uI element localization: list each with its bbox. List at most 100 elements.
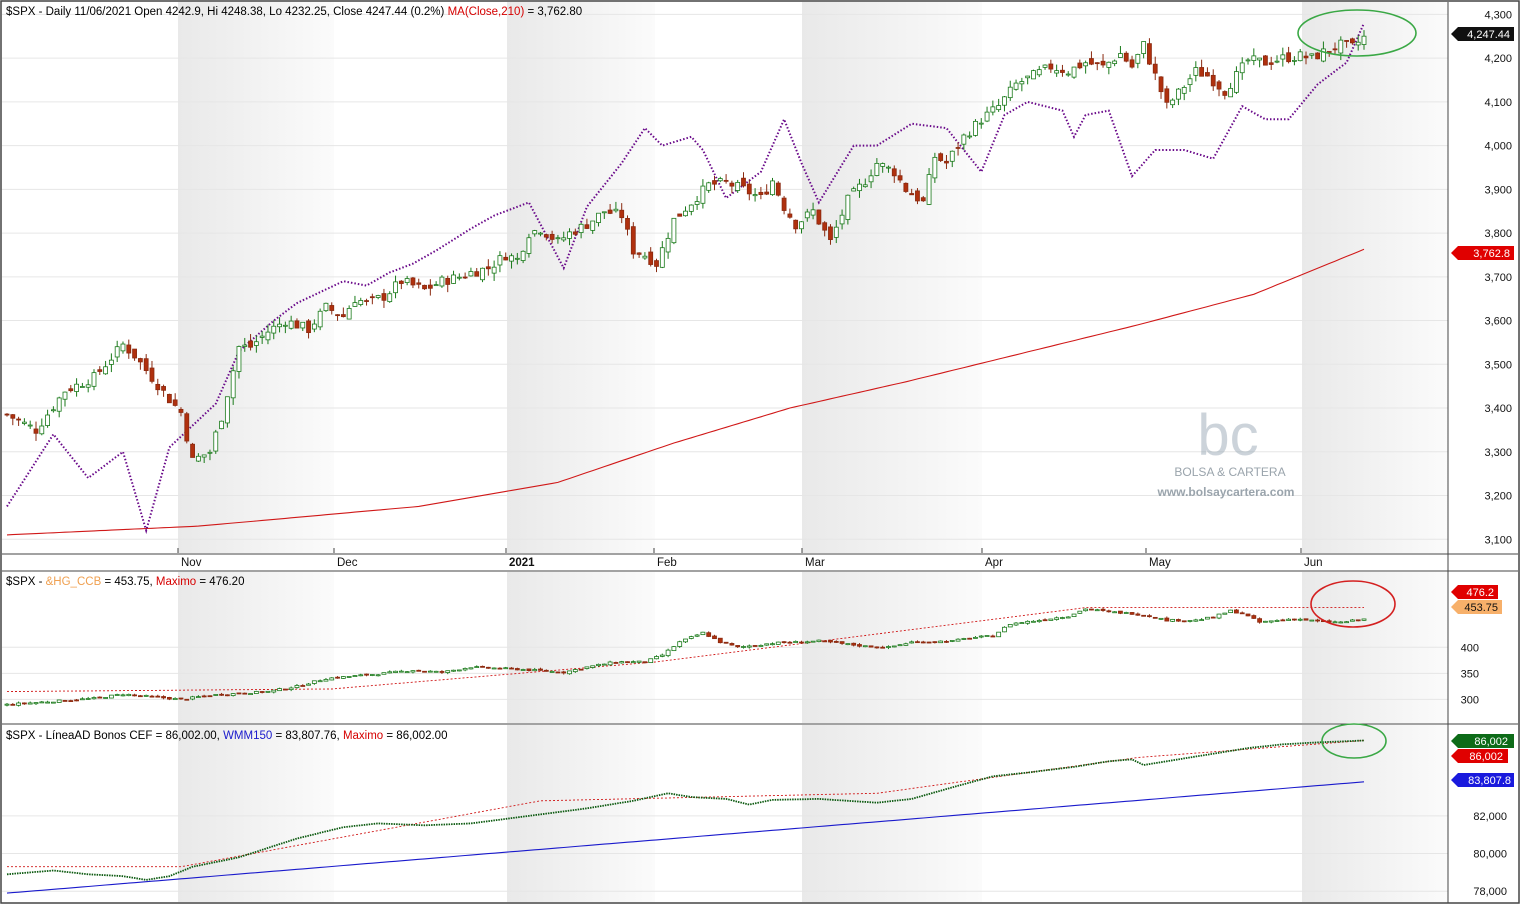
ad-max-tag: 86,002 — [1451, 749, 1508, 763]
candle-body — [764, 643, 770, 646]
candle-body — [514, 257, 520, 260]
candle-body — [984, 111, 990, 122]
x-tick-label: Nov — [181, 557, 202, 569]
price-y-tick: 4,000 — [1484, 141, 1512, 153]
candle-body — [874, 646, 880, 649]
candle-body — [1094, 62, 1100, 65]
candle-body — [259, 335, 265, 338]
candle-body — [485, 266, 491, 270]
candle-body — [1251, 55, 1257, 61]
candle-body — [184, 413, 190, 442]
candle-body — [1100, 608, 1106, 611]
candle-body — [891, 168, 897, 177]
candle-body — [909, 193, 915, 196]
month-band — [178, 2, 334, 553]
candle-body — [369, 674, 375, 676]
candle-body — [10, 703, 16, 706]
candle-body — [79, 698, 85, 701]
candle-body — [79, 386, 85, 388]
candle-body — [880, 646, 886, 649]
candle-body — [1042, 619, 1048, 622]
candle-body — [16, 702, 21, 706]
hg-y-tick: 400 — [1461, 642, 1479, 654]
candle-body — [422, 284, 427, 290]
x-tick-label: Feb — [657, 557, 677, 569]
month-band — [178, 725, 334, 902]
candle-body — [33, 702, 39, 705]
candle-body — [427, 284, 433, 289]
candle-body — [949, 640, 955, 642]
month-band — [1302, 725, 1448, 902]
candle-body — [137, 695, 143, 698]
candle-body — [1193, 67, 1199, 76]
candle-body — [973, 636, 978, 639]
candle-body — [897, 644, 903, 647]
candle-body — [201, 454, 207, 458]
candle-body — [62, 700, 68, 702]
candle-body — [10, 414, 16, 419]
candle-body — [317, 680, 323, 683]
candle-body — [874, 162, 880, 176]
candle-body — [520, 250, 526, 261]
candle-body — [503, 256, 509, 261]
candle-body — [1228, 87, 1234, 98]
candle-body — [50, 409, 56, 412]
candle-body — [294, 320, 300, 329]
candle-body — [132, 694, 137, 697]
candle-body — [1025, 75, 1031, 79]
candle-body — [532, 230, 538, 235]
candle-body — [967, 637, 973, 640]
candle-body — [149, 695, 155, 698]
candle-body — [770, 643, 775, 646]
candle-body — [1199, 67, 1205, 77]
price-panel-title: $SPX - Daily 11/06/2021 Open 4242.9, Hi … — [6, 6, 582, 18]
candle-body — [27, 702, 33, 705]
candle-body — [271, 325, 277, 334]
candle-body — [590, 665, 596, 668]
highlight-ellipse-hg — [1310, 580, 1396, 628]
candle-body — [607, 209, 613, 214]
candle-body — [1321, 48, 1326, 62]
candle-body — [816, 639, 822, 643]
candle-body — [973, 120, 978, 136]
candle-body — [62, 391, 68, 400]
candle-body — [433, 284, 439, 287]
candle-body — [700, 185, 706, 204]
candle-body — [1048, 63, 1054, 70]
candle-body — [1187, 620, 1193, 622]
candle-body — [1251, 615, 1257, 619]
ad-y-tick: 82,000 — [1473, 811, 1507, 823]
candle-body — [1361, 35, 1367, 45]
candle-body — [1286, 618, 1292, 621]
candle-body — [485, 666, 491, 669]
candle-body — [1100, 60, 1106, 66]
candle-body — [758, 191, 764, 195]
candle-body — [938, 640, 944, 644]
candle-body — [793, 640, 799, 644]
candle-body — [410, 670, 416, 673]
candle-body — [1170, 618, 1176, 622]
candle-body — [491, 266, 497, 274]
candle-body — [828, 639, 833, 643]
candle-body — [381, 672, 387, 675]
candle-body — [996, 631, 1002, 638]
candle-body — [601, 663, 607, 666]
candle-body — [810, 209, 816, 216]
candle-body — [520, 669, 526, 671]
candle-body — [1222, 91, 1228, 96]
candle-body — [1152, 63, 1158, 74]
candle-body — [1118, 53, 1123, 58]
candle-body — [880, 163, 886, 167]
candle-body — [659, 654, 665, 657]
candle-body — [613, 662, 619, 664]
candle-body — [1239, 62, 1245, 74]
candle-body — [706, 632, 712, 637]
candle-body — [787, 641, 793, 644]
candle-body — [1141, 41, 1147, 54]
candle-body — [253, 341, 259, 346]
candle-body — [509, 255, 514, 262]
candle-body — [1054, 617, 1060, 620]
candle-body — [1158, 617, 1164, 620]
candle-body — [978, 122, 984, 125]
